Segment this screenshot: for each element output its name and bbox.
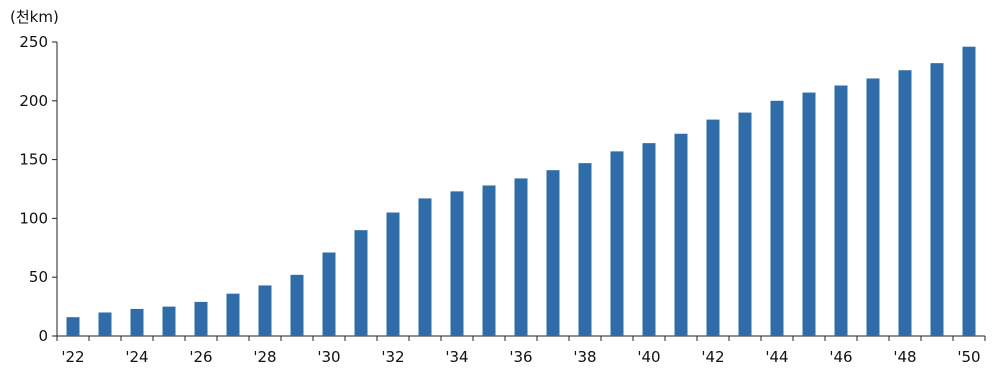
x-tick-label: '44	[765, 348, 788, 366]
bar	[66, 317, 80, 336]
bar	[898, 70, 912, 336]
bar	[578, 163, 592, 336]
x-tick-label: '42	[701, 348, 724, 366]
bar	[130, 308, 144, 336]
y-axis: 0 50 100 150 200 250	[19, 33, 58, 345]
bar	[98, 312, 112, 336]
bar	[610, 151, 624, 336]
x-tick-label: '40	[637, 348, 660, 366]
bar	[290, 274, 304, 336]
bar	[482, 185, 496, 336]
bar	[642, 143, 656, 336]
bar	[514, 178, 528, 336]
bar	[770, 100, 784, 336]
bar	[834, 85, 848, 337]
bar	[930, 63, 944, 336]
bar	[386, 212, 400, 336]
bar	[258, 285, 272, 336]
y-tick-label: 250	[19, 33, 48, 51]
x-tick-label: '50	[957, 348, 980, 366]
bar	[802, 92, 816, 337]
x-tick-label: '48	[893, 348, 916, 366]
x-tick-label: '34	[445, 348, 468, 366]
bar	[418, 198, 432, 336]
x-tick-label: '46	[829, 348, 852, 366]
bar	[962, 46, 976, 336]
x-tick-label: '30	[317, 348, 340, 366]
bar	[706, 119, 720, 336]
bar	[354, 230, 368, 336]
bar	[194, 301, 208, 336]
bar	[738, 112, 752, 336]
bar	[450, 191, 464, 336]
x-axis: '22 '24 '26 '28 '30 '32 '34 '36 '38 '40 '42 '44 '46 '…	[56, 335, 986, 366]
y-tick-label: 200	[19, 92, 48, 110]
bar	[226, 293, 240, 336]
bar	[162, 306, 176, 336]
bar	[322, 252, 336, 336]
x-tick-label: '22	[61, 348, 84, 366]
x-tick-label: '28	[253, 348, 276, 366]
y-tick-label: 100	[19, 209, 48, 227]
x-tick-label: '32	[381, 348, 404, 366]
x-tick-label: '26	[189, 348, 212, 366]
bar	[866, 78, 880, 337]
bars	[66, 46, 976, 337]
x-tick-label: '38	[573, 348, 596, 366]
bar	[674, 133, 688, 336]
y-tick-label: 50	[29, 268, 48, 286]
y-tick-label: 150	[19, 151, 48, 169]
x-tick-label: '36	[509, 348, 532, 366]
x-tick-label: '24	[125, 348, 148, 366]
y-tick-label: 0	[38, 327, 48, 345]
unit-label: (천km)	[10, 8, 59, 26]
bar	[546, 170, 560, 336]
